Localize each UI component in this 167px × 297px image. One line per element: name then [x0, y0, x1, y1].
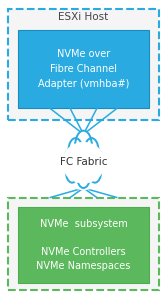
FancyBboxPatch shape: [8, 198, 159, 290]
Circle shape: [89, 160, 101, 183]
Circle shape: [75, 131, 92, 160]
Text: NVMe over
Fibre Channel
Adapter (vmhba#): NVMe over Fibre Channel Adapter (vmhba#): [38, 49, 129, 89]
Text: FC Fabric: FC Fabric: [60, 157, 107, 167]
Text: ESXi Host: ESXi Host: [58, 12, 109, 23]
FancyBboxPatch shape: [18, 207, 149, 283]
Circle shape: [64, 149, 77, 172]
Circle shape: [77, 165, 90, 188]
Ellipse shape: [62, 142, 105, 184]
Circle shape: [90, 149, 103, 172]
Circle shape: [66, 160, 78, 183]
FancyBboxPatch shape: [8, 9, 159, 120]
Ellipse shape: [56, 137, 111, 190]
Circle shape: [85, 138, 99, 163]
Circle shape: [68, 138, 82, 163]
Text: NVMe  subsystem

NVMe Controllers
NVMe Namespaces: NVMe subsystem NVMe Controllers NVMe Nam…: [36, 219, 131, 271]
FancyBboxPatch shape: [18, 30, 149, 108]
